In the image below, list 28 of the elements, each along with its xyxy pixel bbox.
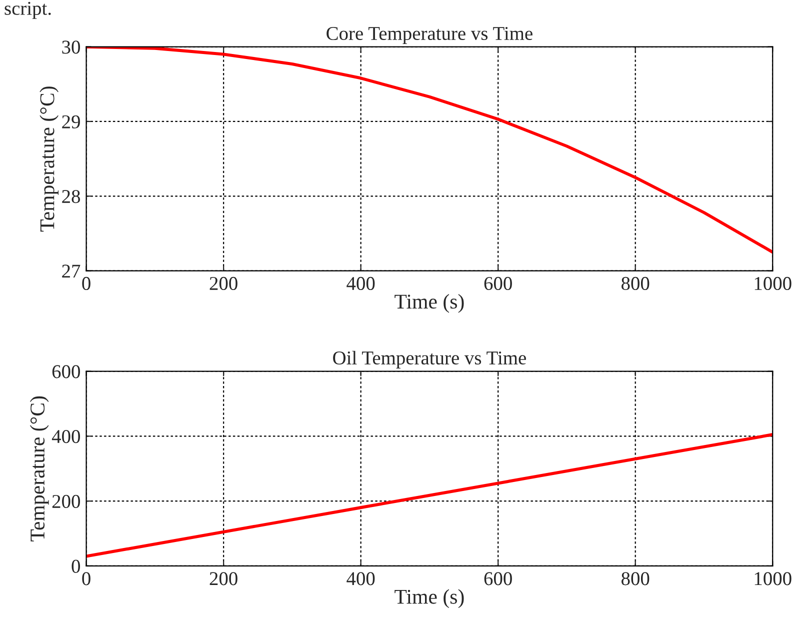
- x-tick-label: 800: [622, 276, 650, 290]
- text: script.: [4, 2, 51, 19]
- y-tick-label: 27: [62, 264, 80, 278]
- x-axis-title: Time (s): [394, 294, 464, 313]
- y-axis-title: Temperature (°C): [30, 396, 49, 542]
- line-series: [86, 433, 773, 558]
- y-tick-label: 29: [62, 115, 80, 128]
- y-tick-label: 0: [72, 560, 80, 573]
- x-tick-label: 1000: [754, 572, 792, 586]
- x-tick-label: 200: [210, 276, 238, 290]
- x-tick-label: 400: [346, 276, 375, 290]
- x-tick-label: 800: [622, 572, 650, 586]
- y-tick-label: 28: [62, 190, 80, 204]
- y-tick-label: 30: [62, 40, 80, 54]
- chart-title: Oil Temperature vs Time: [333, 350, 526, 368]
- y-tick-label: 600: [52, 365, 80, 378]
- y-tick-label: 200: [52, 494, 80, 508]
- x-tick-label: 0: [82, 276, 90, 290]
- x-axis-title: Time (s): [394, 589, 464, 608]
- y-axis-title: Temperature (°C): [40, 86, 59, 232]
- x-tick-label: 600: [484, 276, 512, 290]
- chart-title: Core Temperature vs Time: [326, 26, 532, 44]
- x-tick-label: 400: [346, 572, 375, 586]
- y-tick-label: 400: [52, 430, 80, 444]
- x-tick-label: 1000: [754, 276, 792, 290]
- x-tick-label: 200: [210, 572, 238, 586]
- x-tick-label: 0: [82, 572, 90, 586]
- x-tick-label: 600: [484, 572, 512, 586]
